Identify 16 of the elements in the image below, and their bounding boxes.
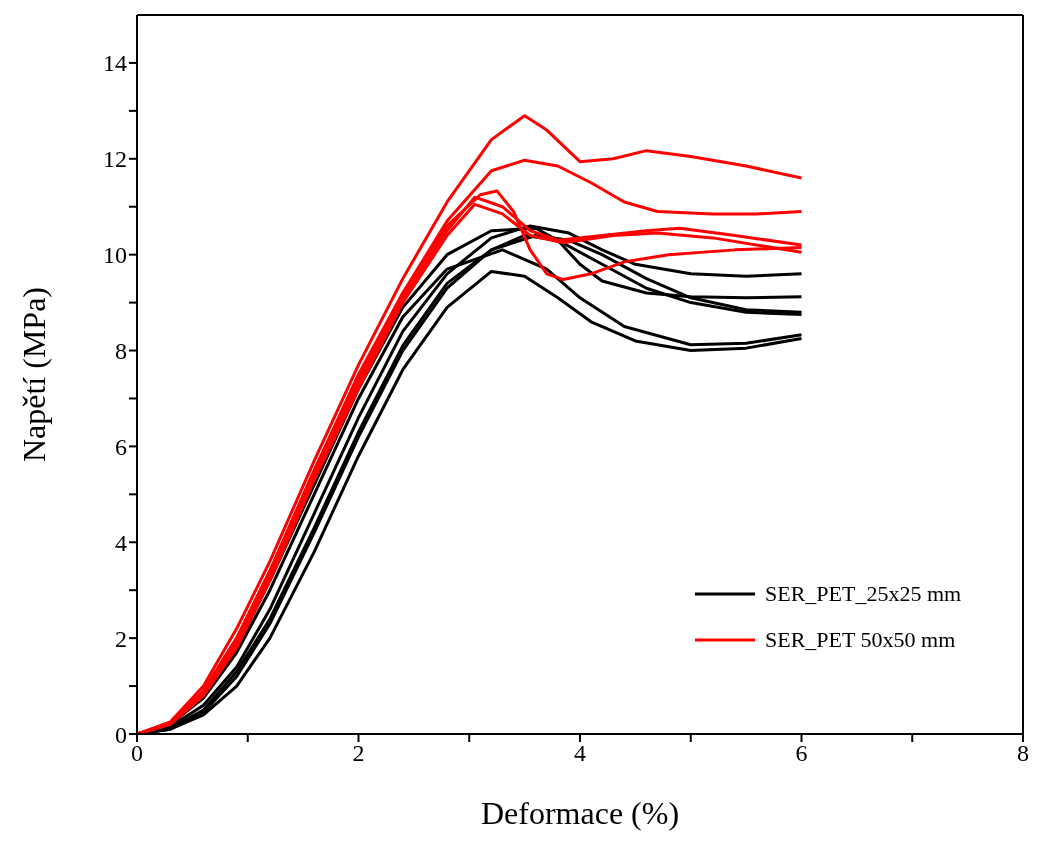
- y-tick-label: 2: [115, 625, 127, 652]
- legend-label: SER_PET 50x50 mm: [765, 627, 956, 653]
- y-tick-label: 6: [115, 433, 127, 460]
- x-axis-title: Deformace (%): [480, 795, 680, 831]
- legend-label: SER_PET_25x25 mm: [765, 581, 962, 607]
- x-tick-label: 8: [1017, 740, 1029, 767]
- x-tick-label: 4: [574, 740, 586, 767]
- x-tick-label: 6: [795, 740, 808, 767]
- y-tick-label: 0: [115, 721, 127, 748]
- y-tick-label: 8: [115, 338, 127, 365]
- y-tick-label: 12: [103, 146, 127, 173]
- y-tick-label: 14: [103, 50, 127, 77]
- y-tick-label: 10: [103, 242, 127, 269]
- y-axis-title: Napětí (MPa): [16, 286, 53, 463]
- y-tick-label: 4: [115, 529, 127, 556]
- x-tick-label: 2: [352, 740, 365, 767]
